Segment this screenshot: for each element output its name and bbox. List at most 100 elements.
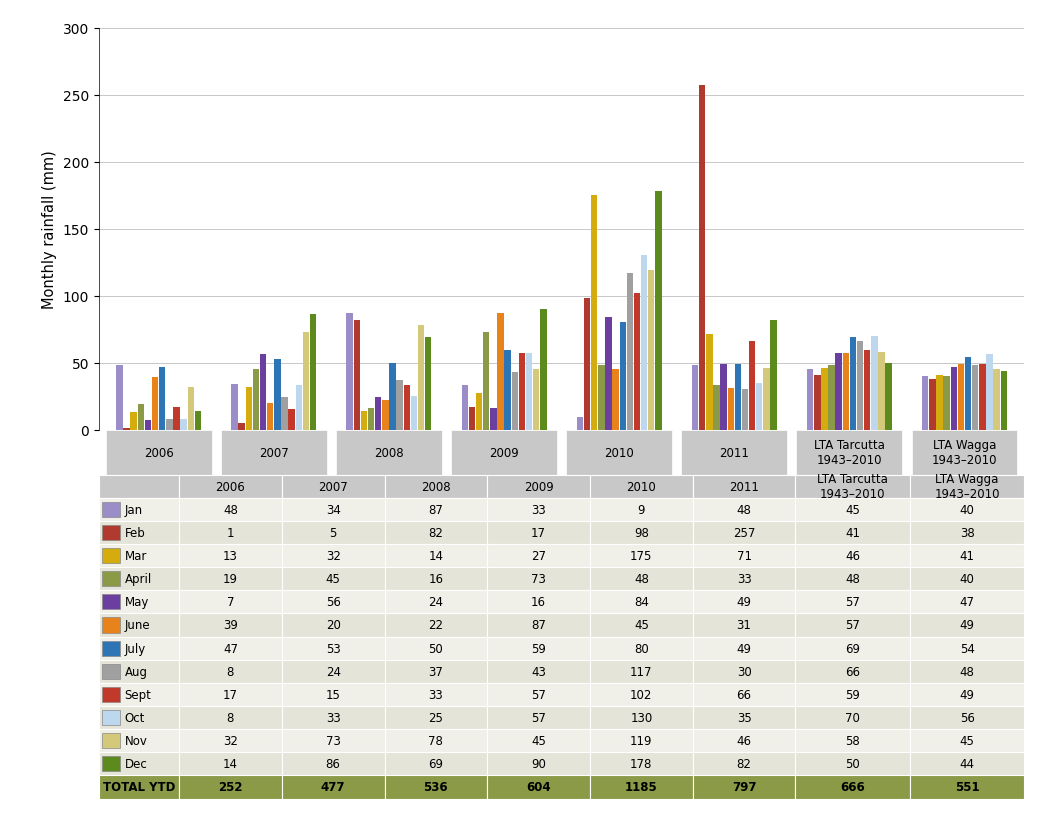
Bar [487, 776, 590, 799]
Bar [282, 590, 385, 613]
Bar [282, 660, 385, 683]
Bar [282, 729, 385, 753]
Bar [936, 375, 943, 430]
Text: 43: 43 [531, 665, 546, 678]
Bar [796, 660, 910, 683]
Bar [965, 358, 971, 430]
Bar [885, 363, 892, 430]
Bar [385, 753, 487, 776]
Bar [986, 355, 993, 430]
Bar [980, 364, 986, 430]
Bar [336, 430, 442, 475]
Bar [385, 613, 487, 637]
Bar [166, 419, 173, 430]
Bar [396, 381, 402, 430]
Bar [590, 753, 693, 776]
Bar [99, 729, 179, 753]
Text: 2009: 2009 [489, 446, 519, 459]
Bar [137, 405, 144, 430]
Bar [706, 335, 712, 430]
Text: 17: 17 [531, 527, 546, 539]
Text: 9: 9 [638, 503, 645, 516]
Bar [99, 590, 179, 613]
Bar [487, 706, 590, 729]
Bar [693, 521, 796, 545]
Bar [179, 729, 282, 753]
Text: 30: 30 [736, 665, 752, 678]
Text: 82: 82 [428, 527, 443, 539]
Bar [282, 521, 385, 545]
Bar [487, 568, 590, 590]
Bar [487, 613, 590, 637]
Bar [102, 733, 120, 749]
Bar [693, 753, 796, 776]
Text: 2007: 2007 [318, 480, 348, 493]
Bar [253, 370, 259, 430]
Text: 477: 477 [321, 781, 345, 794]
Text: 8: 8 [227, 665, 234, 678]
Bar [693, 637, 796, 660]
Text: 33: 33 [531, 503, 546, 516]
Text: 45: 45 [634, 618, 649, 631]
Bar [385, 776, 487, 799]
Bar [282, 683, 385, 706]
Bar [693, 545, 796, 568]
Text: 46: 46 [736, 735, 752, 747]
Text: 48: 48 [634, 572, 649, 586]
Text: 80: 80 [634, 642, 649, 655]
Text: 2008: 2008 [374, 446, 404, 459]
Bar [99, 637, 179, 660]
Bar [577, 418, 583, 430]
Text: 31: 31 [736, 618, 752, 631]
Text: 47: 47 [960, 595, 974, 609]
Bar [681, 430, 787, 475]
Bar [693, 776, 796, 799]
Bar [796, 683, 910, 706]
Bar [797, 430, 903, 475]
Bar [487, 753, 590, 776]
Bar [910, 545, 1024, 568]
Text: 48: 48 [846, 572, 860, 586]
Bar [385, 590, 487, 613]
Text: 82: 82 [736, 758, 752, 771]
Bar [102, 502, 120, 517]
Bar [993, 370, 999, 430]
Text: 54: 54 [960, 642, 974, 655]
Text: Nov: Nov [125, 735, 148, 747]
Text: 34: 34 [326, 503, 340, 516]
Text: 16: 16 [531, 595, 546, 609]
Bar [693, 568, 796, 590]
Text: 49: 49 [736, 642, 752, 655]
Bar [590, 637, 693, 660]
Y-axis label: Monthly rainfall (mm): Monthly rainfall (mm) [43, 150, 57, 309]
Bar [693, 683, 796, 706]
Text: 1185: 1185 [625, 781, 657, 794]
Bar [469, 407, 475, 430]
Bar [910, 590, 1024, 613]
Bar [462, 386, 468, 430]
Bar [526, 354, 532, 430]
Text: 39: 39 [223, 618, 238, 631]
Text: 130: 130 [630, 711, 652, 724]
Text: 14: 14 [223, 758, 238, 771]
Bar [282, 613, 385, 637]
Text: April: April [125, 572, 152, 586]
Bar [116, 366, 123, 430]
Bar [796, 475, 910, 498]
Text: 48: 48 [960, 665, 974, 678]
Bar [910, 729, 1024, 753]
Bar [179, 776, 282, 799]
Bar [375, 398, 382, 430]
Bar [590, 590, 693, 613]
Bar [598, 366, 604, 430]
Text: 84: 84 [634, 595, 649, 609]
Bar [275, 359, 281, 430]
Bar [99, 683, 179, 706]
Bar [106, 430, 211, 475]
Text: 45: 45 [846, 503, 860, 516]
Bar [958, 364, 964, 430]
Bar [152, 378, 158, 430]
Bar [807, 370, 813, 430]
Text: 73: 73 [531, 572, 546, 586]
Bar [99, 706, 179, 729]
